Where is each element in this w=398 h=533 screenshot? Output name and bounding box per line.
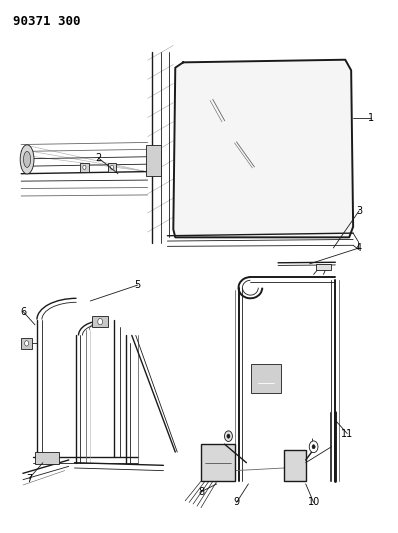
Circle shape [312, 445, 315, 449]
FancyBboxPatch shape [251, 364, 281, 393]
Bar [316, 264, 331, 270]
Text: 5: 5 [135, 280, 141, 290]
FancyBboxPatch shape [108, 163, 116, 172]
Bar [201, 444, 234, 481]
Bar [92, 316, 108, 327]
Circle shape [224, 431, 232, 441]
Circle shape [309, 441, 318, 453]
Text: 2: 2 [95, 153, 101, 163]
Circle shape [227, 434, 230, 438]
Text: 8: 8 [198, 487, 204, 497]
FancyBboxPatch shape [35, 452, 59, 464]
Bar [21, 338, 32, 349]
Bar [284, 450, 306, 481]
Text: 7: 7 [26, 474, 32, 483]
Text: 4: 4 [356, 243, 362, 253]
Ellipse shape [23, 151, 31, 167]
Circle shape [111, 165, 114, 169]
Polygon shape [173, 60, 353, 237]
Text: 1: 1 [368, 113, 374, 123]
Text: 3: 3 [356, 206, 362, 216]
Ellipse shape [20, 145, 34, 174]
Text: 6: 6 [20, 306, 26, 317]
Text: 10: 10 [308, 497, 320, 507]
Circle shape [25, 341, 29, 346]
Text: 9: 9 [234, 497, 240, 507]
Circle shape [83, 165, 86, 169]
Bar [146, 144, 162, 176]
Text: 11: 11 [341, 429, 353, 439]
Circle shape [98, 318, 103, 325]
FancyBboxPatch shape [80, 163, 89, 172]
Text: 90371 300: 90371 300 [13, 14, 81, 28]
